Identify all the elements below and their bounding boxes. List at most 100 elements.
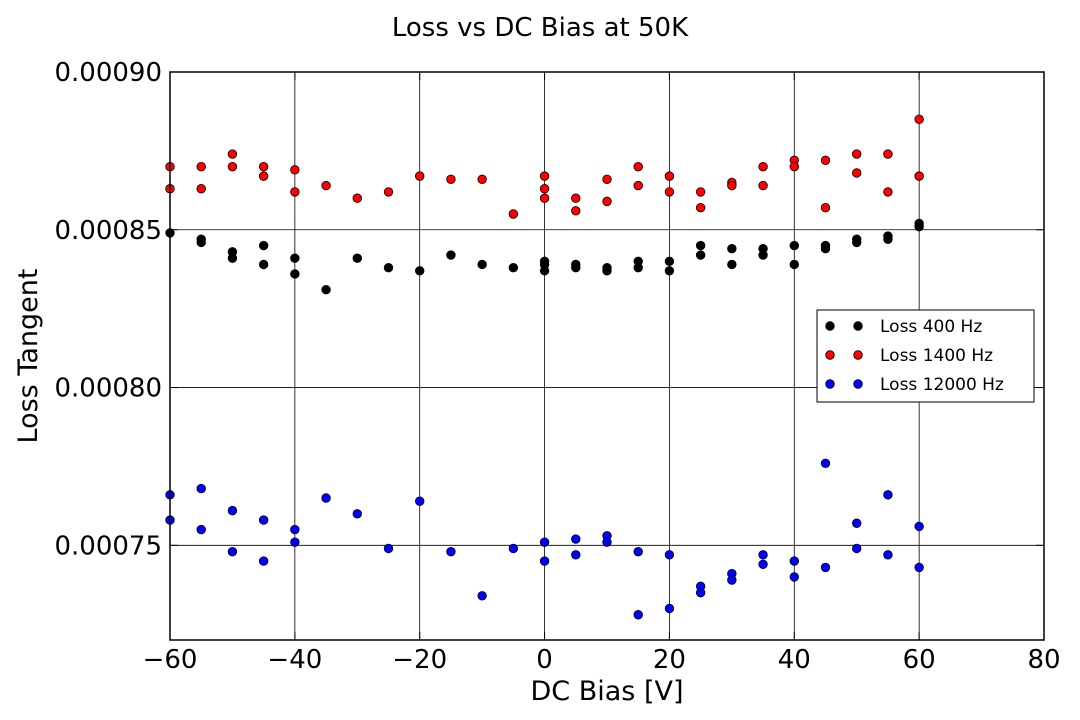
- data-point: [695, 202, 706, 213]
- data-point: [789, 572, 799, 582]
- data-point: [883, 234, 893, 244]
- data-point: [383, 187, 394, 197]
- data-point: [727, 259, 737, 270]
- x-tick-label: 0: [536, 645, 553, 675]
- data-point: [789, 259, 799, 270]
- data-point: [196, 184, 206, 194]
- data-point: [633, 546, 643, 557]
- data-point: [852, 543, 862, 554]
- data-point: [258, 240, 269, 251]
- data-point: [196, 161, 206, 172]
- data-point: [477, 591, 487, 601]
- data-point: [446, 174, 456, 184]
- data-point: [383, 262, 394, 273]
- data-point: [664, 266, 675, 276]
- data-point: [727, 575, 737, 585]
- legend-marker: [853, 321, 863, 331]
- data-point: [539, 537, 550, 547]
- data-point: [571, 262, 581, 273]
- legend-label: Loss 12000 Hz: [880, 375, 1004, 395]
- data-point: [352, 193, 362, 203]
- x-tick-label: −60: [143, 645, 198, 675]
- data-point: [258, 171, 269, 181]
- data-point: [758, 550, 768, 560]
- x-tick-label: −40: [267, 645, 322, 675]
- data-points: [165, 114, 924, 620]
- y-tick-label: 0.00080: [54, 374, 162, 404]
- data-point: [571, 534, 581, 544]
- data-point: [508, 262, 519, 273]
- data-point: [508, 209, 519, 219]
- series-2-points: [165, 114, 924, 219]
- data-point: [695, 187, 706, 197]
- data-point: [477, 174, 487, 184]
- y-axis-label: Loss Tangent: [13, 269, 44, 444]
- data-point: [664, 256, 675, 267]
- data-point: [196, 483, 206, 494]
- data-point: [883, 149, 893, 159]
- data-point: [602, 537, 612, 547]
- data-point: [758, 250, 768, 260]
- data-point: [664, 187, 675, 197]
- data-point: [789, 161, 799, 172]
- y-axis-tick-labels: 0.00075 0.00080 0.00085 0.00090: [54, 58, 162, 561]
- data-point: [727, 180, 737, 191]
- data-point: [695, 240, 706, 251]
- data-point: [415, 496, 425, 506]
- data-point: [852, 149, 862, 159]
- data-point: [446, 250, 456, 260]
- data-point: [290, 269, 300, 279]
- data-point: [415, 266, 425, 276]
- x-tick-label: 20: [653, 645, 686, 675]
- data-point: [539, 171, 550, 181]
- plot-area-frame: [169, 71, 1045, 641]
- data-point: [258, 161, 269, 172]
- data-point: [383, 543, 394, 554]
- legend-marker: [825, 350, 835, 360]
- x-tick-label: −20: [392, 645, 447, 675]
- data-point: [196, 237, 206, 248]
- data-point: [258, 259, 269, 270]
- data-point: [820, 155, 831, 166]
- data-point: [758, 559, 768, 569]
- data-point: [914, 171, 924, 181]
- data-point: [196, 524, 206, 535]
- data-point: [290, 537, 300, 547]
- legend-box: [816, 309, 1035, 403]
- axis-ticks: [169, 71, 1045, 640]
- data-point: [571, 193, 581, 203]
- x-tick-label: 60: [903, 645, 936, 675]
- data-point: [258, 515, 269, 525]
- data-point: [664, 603, 675, 614]
- data-point: [852, 518, 862, 528]
- y-tick-label: 0.00075: [54, 531, 162, 561]
- data-point: [820, 458, 831, 468]
- y-tick-label: 0.00090: [54, 58, 162, 88]
- data-point: [602, 196, 612, 207]
- data-point: [820, 202, 831, 213]
- data-point: [446, 546, 456, 557]
- data-point: [227, 505, 238, 516]
- data-point: [602, 266, 612, 276]
- data-point: [508, 543, 519, 554]
- data-point: [664, 171, 675, 181]
- x-axis-tick-labels: −60 −40 −20 0 20 40 60 80: [143, 645, 1061, 675]
- data-point: [914, 562, 924, 573]
- data-point: [415, 171, 425, 181]
- data-point: [290, 165, 300, 175]
- y-tick-label: 0.00085: [54, 216, 162, 246]
- data-point: [695, 250, 706, 260]
- legend-marker: [853, 350, 863, 360]
- data-point: [477, 259, 487, 270]
- data-point: [789, 556, 799, 566]
- data-point: [352, 253, 362, 263]
- legend-label: Loss 400 Hz: [880, 317, 982, 337]
- data-point: [258, 556, 269, 566]
- data-point: [820, 244, 831, 254]
- data-point: [914, 114, 924, 125]
- data-point: [758, 161, 768, 172]
- data-point: [227, 253, 238, 263]
- data-point: [664, 550, 675, 560]
- data-point: [789, 240, 799, 251]
